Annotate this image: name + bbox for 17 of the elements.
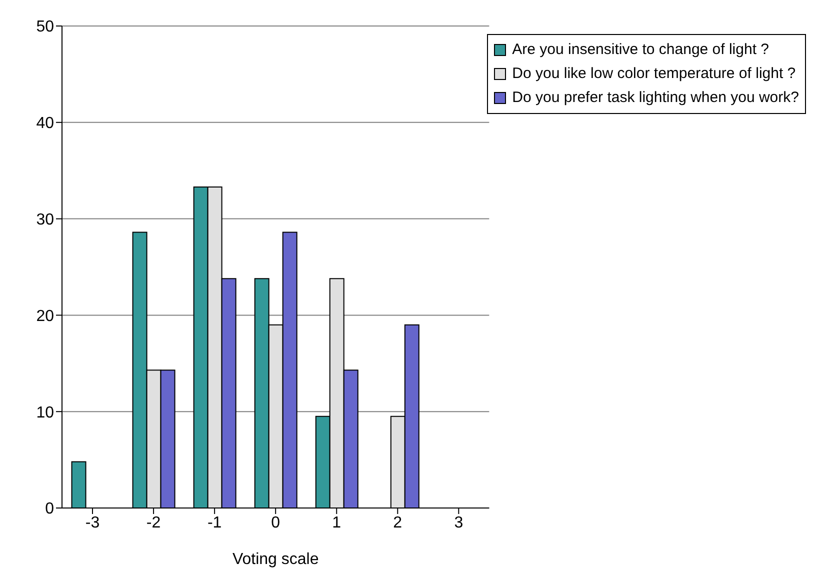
y-tick-label: 40 bbox=[36, 115, 54, 132]
y-tick-label: 30 bbox=[36, 211, 54, 228]
legend-label: Do you like low color temperature of light ? bbox=[512, 64, 796, 84]
legend-label: Do you prefer task lighting when you work? bbox=[512, 88, 799, 108]
x-tick-label: 2 bbox=[393, 514, 402, 532]
x-tick-label: 3 bbox=[454, 514, 464, 532]
y-tick-label: 50 bbox=[36, 18, 54, 36]
x-axis-title: Voting scale bbox=[232, 551, 319, 568]
legend-label: Are you insensitive to change of light ? bbox=[512, 40, 769, 60]
x-tick-label: 0 bbox=[271, 514, 280, 532]
x-tick-label: -1 bbox=[207, 514, 222, 532]
x-tick-label: -3 bbox=[85, 514, 100, 532]
y-tick-label: 0 bbox=[45, 500, 54, 518]
x-tick-label: -2 bbox=[146, 514, 161, 532]
y-tick-label: 20 bbox=[36, 308, 54, 325]
y-tick-label: 10 bbox=[36, 404, 54, 422]
x-tick-label: 1 bbox=[332, 514, 342, 532]
